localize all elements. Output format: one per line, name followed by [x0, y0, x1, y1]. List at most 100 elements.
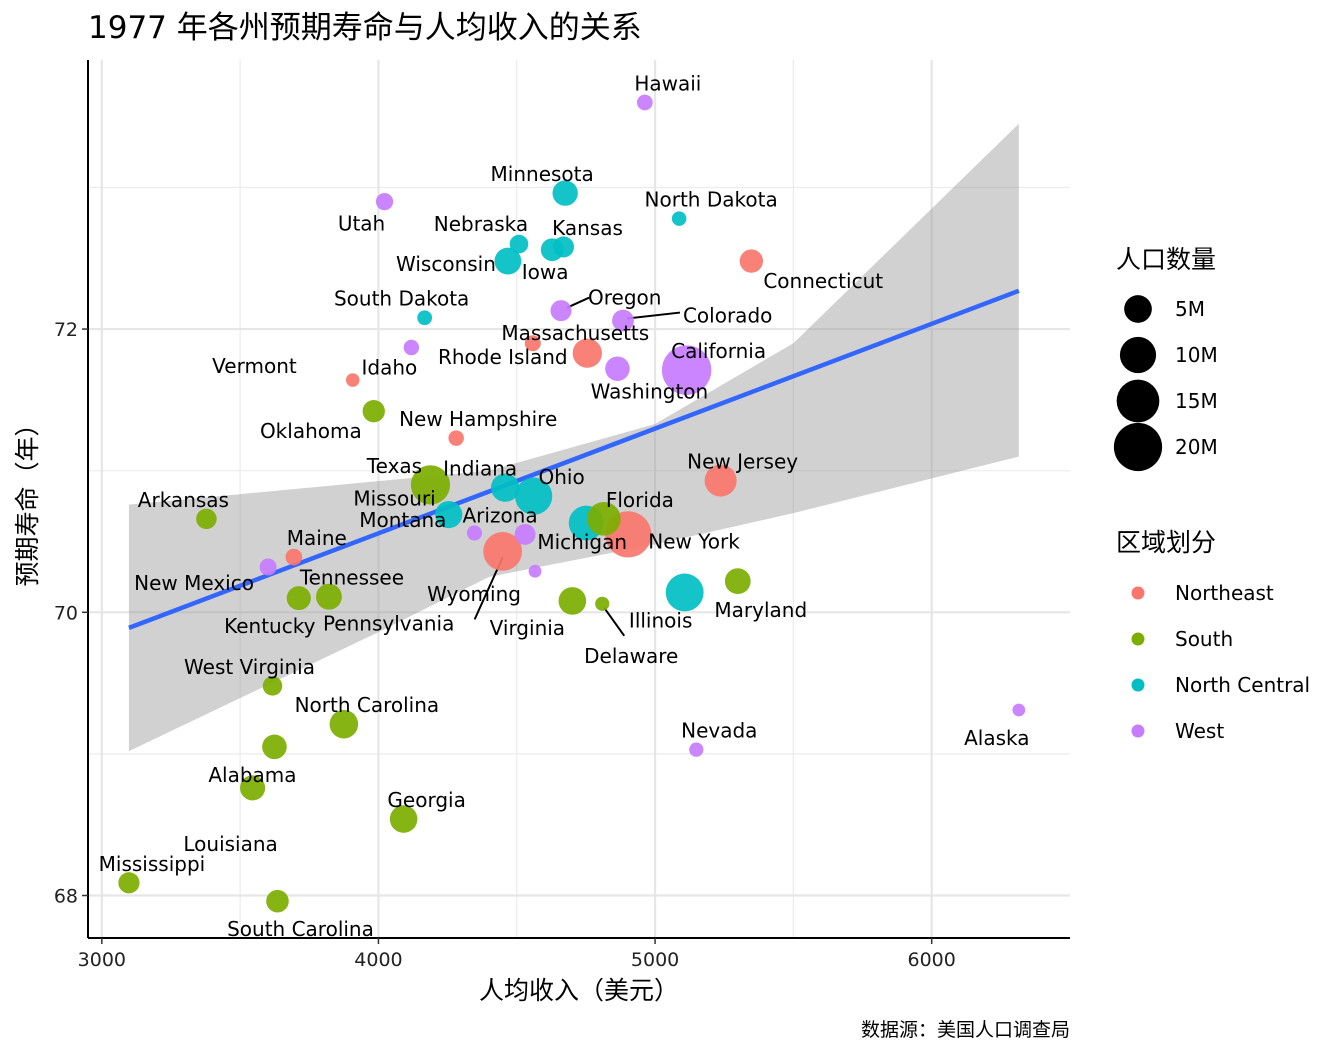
- point-new-mexico: [259, 558, 277, 576]
- color-legend-key-northeast: [1131, 586, 1145, 600]
- label-massachusetts: Massachusetts: [501, 321, 649, 345]
- label-nevada: Nevada: [681, 719, 757, 743]
- label-connecticut: Connecticut: [763, 269, 883, 293]
- label-iowa: Iowa: [522, 260, 569, 284]
- size-legend-title: 人口数量: [1116, 245, 1216, 274]
- label-kentucky: Kentucky: [224, 614, 315, 638]
- size-legend-label: 15M: [1175, 389, 1218, 413]
- point-minnesota: [552, 180, 578, 206]
- label-tennessee: Tennessee: [299, 566, 404, 590]
- point-wisconsin: [494, 247, 522, 275]
- label-texas: Texas: [366, 454, 422, 478]
- point-north-dakota: [671, 211, 687, 226]
- label-florida: Florida: [606, 488, 674, 512]
- plot-panel: Alabama Alaska Arizona Arkansas California Co…: [88, 60, 1070, 941]
- label-west-virginia: West Virginia: [184, 655, 315, 679]
- point-nevada: [689, 742, 704, 757]
- label-montana: Montana: [359, 508, 446, 532]
- point-kansas: [552, 236, 575, 258]
- point-south-carolina: [266, 889, 289, 913]
- label-california: California: [671, 339, 766, 363]
- label-south-dakota: South Dakota: [334, 287, 469, 311]
- x-tick-label: 4000: [354, 949, 402, 971]
- label-arizona: Arizona: [462, 503, 537, 527]
- point-west-virginia: [262, 676, 283, 696]
- regression-line: [128, 288, 1020, 630]
- point-nebraska: [509, 234, 529, 254]
- y-tick-label: 70: [54, 602, 78, 624]
- color-legend: 区域划分 Northeast South North Central West: [1116, 528, 1310, 743]
- label-louisiana: Louisiana: [183, 832, 277, 856]
- point-maine: [285, 548, 303, 566]
- point-maryland: [724, 568, 751, 595]
- label-maryland: Maryland: [714, 598, 807, 622]
- point-virginia: [558, 587, 587, 615]
- leader-oregon: [566, 296, 590, 309]
- point-arizona: [514, 523, 536, 545]
- size-legend-label: 20M: [1175, 435, 1218, 459]
- regression-line-path: [128, 288, 1020, 630]
- point-georgia: [389, 805, 418, 833]
- point-alabama: [262, 734, 287, 760]
- point-vermont: [345, 373, 360, 387]
- y-axis-title: 预期寿命（年）: [13, 411, 42, 586]
- label-illinois: Illinois: [629, 608, 692, 632]
- point-utah: [375, 192, 394, 211]
- color-legend-key-north-central: [1131, 678, 1145, 692]
- x-axis-title: 人均收入（美元）: [479, 976, 679, 1005]
- point-connecticut: [739, 249, 764, 273]
- label-wyoming: Wyoming: [427, 582, 521, 606]
- point-tennessee: [315, 583, 342, 610]
- point-texas: [410, 465, 451, 505]
- y-axis-ticks: 68 70 72: [54, 319, 88, 908]
- size-legend-label: 5M: [1175, 297, 1205, 321]
- point-delaware: [595, 596, 610, 611]
- confidence-band-area: [128, 123, 1019, 752]
- point-colorado: [612, 309, 634, 332]
- label-alabama: Alabama: [208, 763, 296, 787]
- point-indiana: [490, 473, 520, 502]
- point-rhode-island: [524, 335, 541, 352]
- size-legend: 人口数量 5M 10M 15M 20M: [1113, 245, 1218, 472]
- label-indiana: Indiana: [443, 457, 517, 481]
- label-idaho: Idaho: [361, 355, 417, 379]
- color-legend-label: Northeast: [1175, 581, 1274, 605]
- x-axis-ticks: 3000 4000 5000 6000: [78, 938, 956, 971]
- size-legend-key-10m: [1119, 336, 1157, 374]
- label-vermont: Vermont: [212, 354, 297, 378]
- label-missouri: Missouri: [353, 487, 435, 511]
- label-pennsylvania: Pennsylvania: [323, 611, 454, 635]
- size-legend-key-15m: [1116, 379, 1160, 423]
- label-new-york: New York: [648, 529, 740, 553]
- label-utah: Utah: [338, 212, 385, 236]
- label-new-jersey: New Jersey: [687, 450, 798, 474]
- label-mississippi: Mississippi: [99, 852, 206, 876]
- y-tick-label: 68: [54, 886, 78, 908]
- point-oregon: [550, 300, 572, 322]
- point-florida: [587, 502, 621, 536]
- label-kansas: Kansas: [552, 216, 623, 240]
- point-hawaii: [636, 94, 653, 111]
- label-alaska: Alaska: [964, 726, 1029, 750]
- confidence-band: [128, 123, 1019, 752]
- point-new-jersey: [704, 464, 737, 497]
- point-oklahoma: [362, 400, 385, 423]
- point-mississippi: [118, 872, 140, 894]
- label-new-mexico: New Mexico: [134, 571, 254, 595]
- point-kentucky: [286, 586, 311, 611]
- label-maine: Maine: [287, 526, 347, 550]
- label-georgia: Georgia: [387, 788, 465, 812]
- point-idaho: [403, 339, 420, 356]
- point-south-dakota: [417, 310, 433, 326]
- chart-title: 1977 年各州预期寿命与人均收入的关系: [88, 10, 642, 46]
- label-north-carolina: North Carolina: [295, 693, 440, 717]
- label-new-hampshire: New Hampshire: [399, 407, 557, 431]
- x-tick-label: 3000: [78, 949, 126, 971]
- color-legend-label: West: [1175, 719, 1224, 743]
- label-ohio: Ohio: [539, 465, 585, 489]
- point-louisiana: [240, 775, 266, 801]
- label-rhode-island: Rhode Island: [438, 345, 568, 369]
- label-wisconsin: Wisconsin: [396, 252, 496, 276]
- point-california: [661, 345, 712, 395]
